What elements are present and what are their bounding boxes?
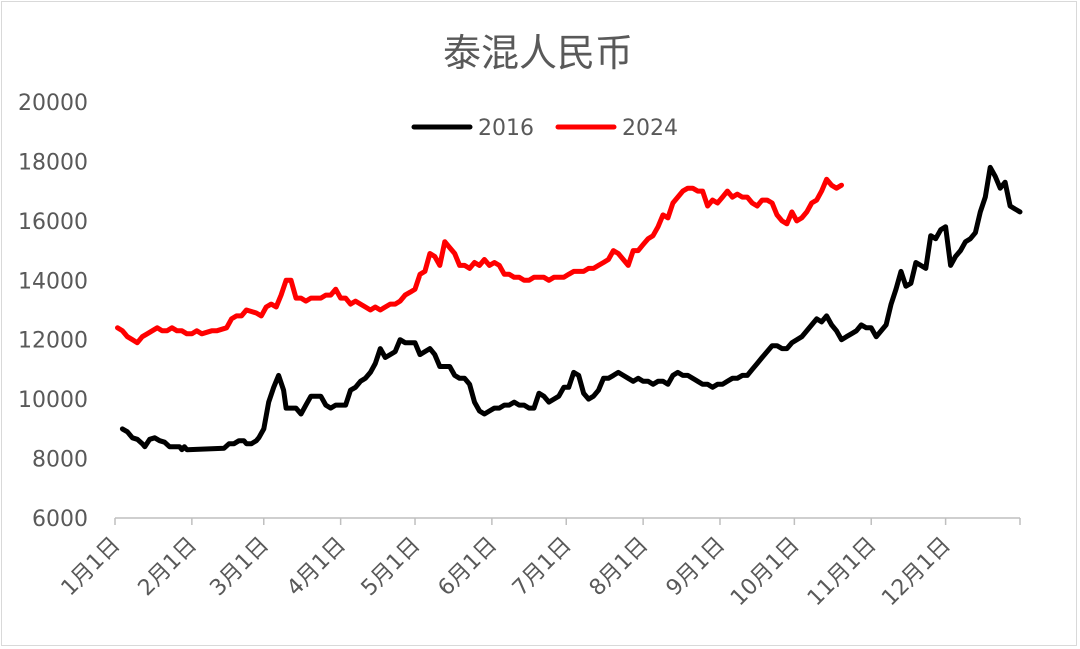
x-axis: 1月1日 2月1日 3月1日 4月1日 5月1日 6月1日 7月1日 8月1日 9月1日10月1… bbox=[57, 517, 1021, 611]
x-tick-label: 10月1日 bbox=[726, 533, 804, 611]
y-tick-label: 16000 bbox=[18, 210, 88, 235]
y-axis: 6000 8000 10000 12000 14000 16000 18000 20000 bbox=[18, 91, 88, 532]
y-tick-label: 20000 bbox=[18, 91, 88, 116]
legend: 2016 2024 bbox=[411, 116, 678, 141]
legend-item-2024: 2024 bbox=[555, 116, 678, 141]
y-tick-label: 8000 bbox=[32, 448, 88, 473]
x-tick-label: 3月1日 bbox=[205, 533, 274, 602]
series-group bbox=[115, 164, 1023, 453]
y-tick-label: 18000 bbox=[18, 150, 88, 175]
x-tick-label: 2月1日 bbox=[134, 533, 203, 602]
y-tick-label: 14000 bbox=[18, 269, 88, 294]
x-tick-label: 1月1日 bbox=[57, 533, 126, 602]
chart-title: 泰混人民币 bbox=[443, 31, 633, 75]
x-tick-label: 11月1日 bbox=[803, 533, 881, 611]
legend-item-2016: 2016 bbox=[411, 116, 534, 141]
x-tick-label: 5月1日 bbox=[357, 533, 426, 602]
series-line-2024 bbox=[115, 176, 844, 346]
legend-label-2016: 2016 bbox=[478, 116, 534, 141]
x-tick-label: 6月1日 bbox=[434, 533, 503, 602]
y-tick-label: 6000 bbox=[32, 507, 88, 532]
x-tick-label: 7月1日 bbox=[508, 533, 577, 602]
x-tick-label: 9月1日 bbox=[662, 533, 731, 602]
y-tick-label: 10000 bbox=[18, 388, 88, 413]
x-tick-label: 8月1日 bbox=[585, 533, 654, 602]
y-tick-label: 12000 bbox=[18, 329, 88, 354]
series-line-2016 bbox=[119, 164, 1023, 453]
legend-label-2024: 2024 bbox=[622, 116, 678, 141]
x-tick-label: 12月1日 bbox=[877, 533, 955, 611]
x-tick-label: 4月1日 bbox=[282, 533, 351, 602]
